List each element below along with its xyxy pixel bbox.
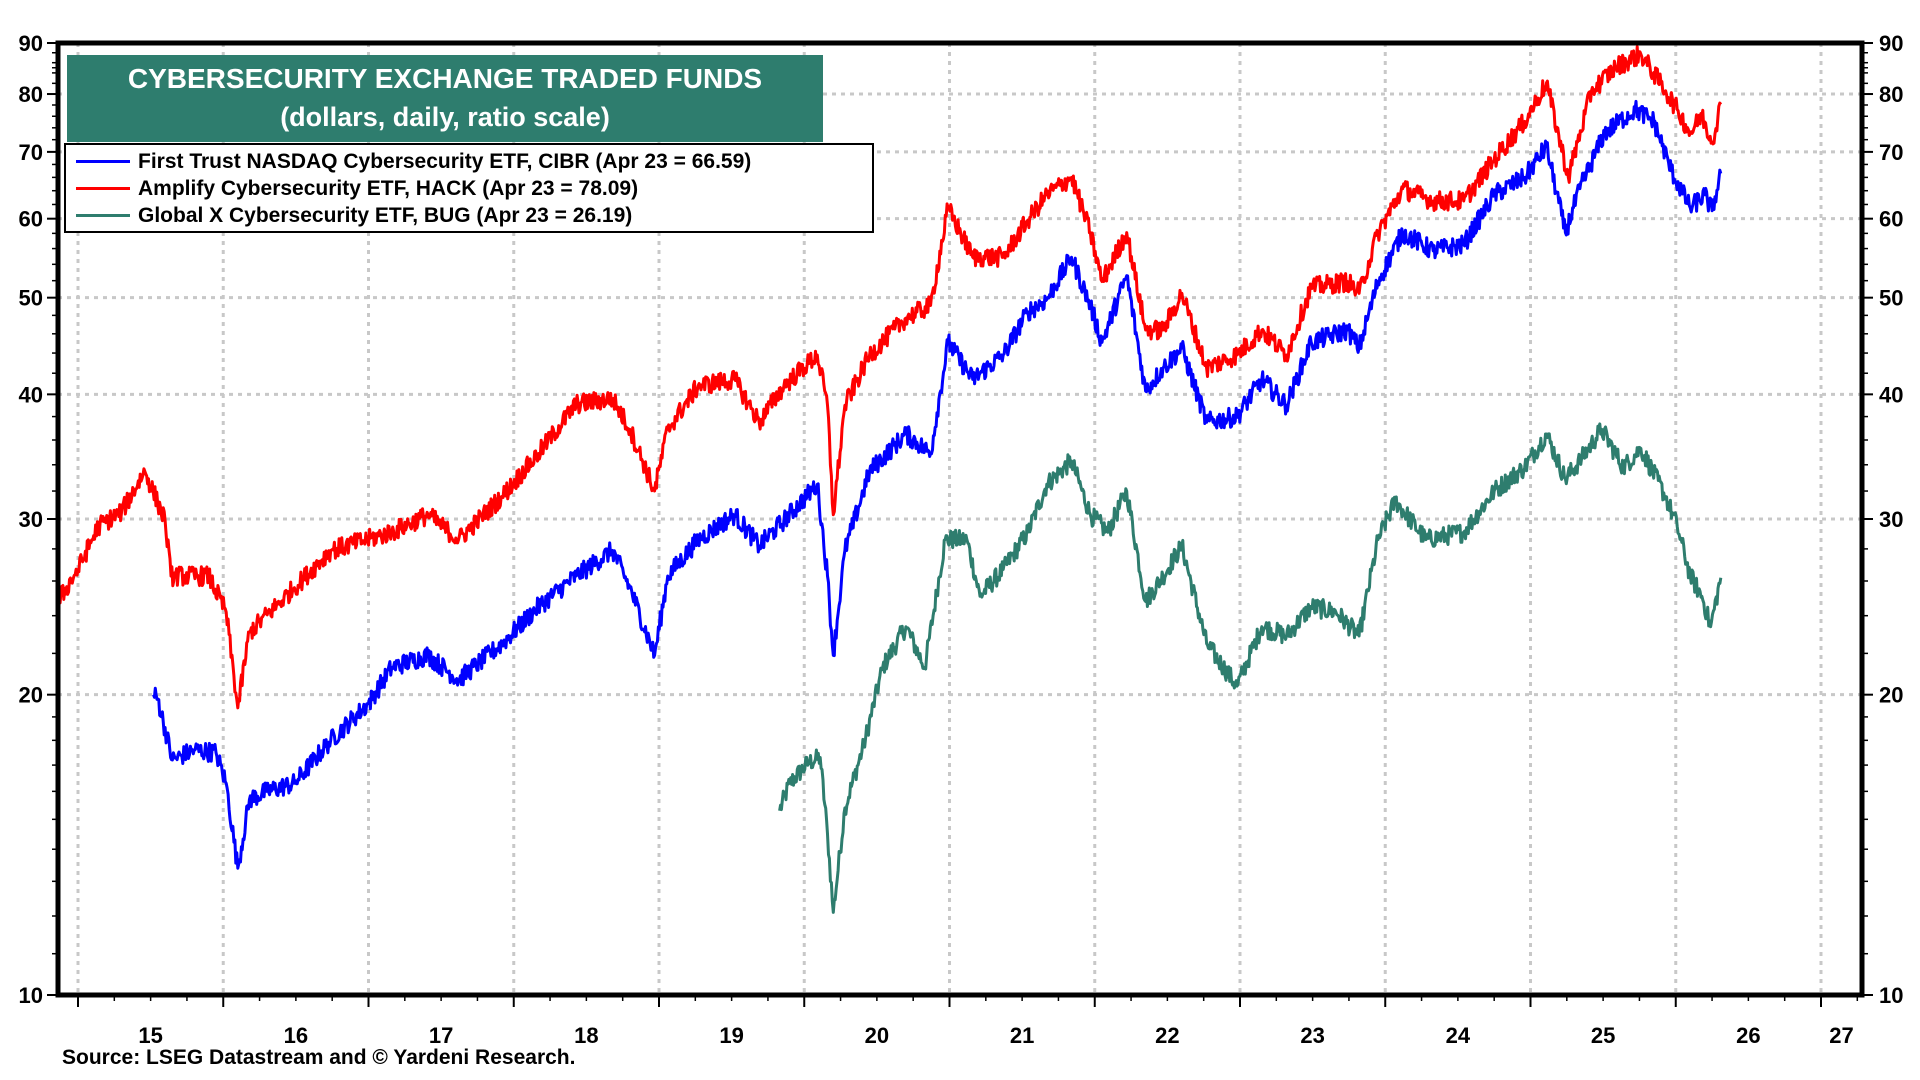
x-tick-label: 18 xyxy=(574,1023,598,1048)
y-tick-label-left: 50 xyxy=(19,286,43,311)
y-tick-label-right: 60 xyxy=(1879,207,1903,232)
chart-title-box: CYBERSECURITY EXCHANGE TRADED FUNDS (dol… xyxy=(67,55,823,142)
x-tick-label: 22 xyxy=(1155,1023,1179,1048)
y-tick-label-right: 20 xyxy=(1879,683,1903,708)
x-tick-label: 24 xyxy=(1446,1023,1471,1048)
x-tick-label: 25 xyxy=(1591,1023,1615,1048)
y-tick-label-right: 90 xyxy=(1879,31,1903,56)
x-tick-label: 21 xyxy=(1010,1023,1034,1048)
y-tick-label-left: 80 xyxy=(19,82,43,107)
y-tick-label-right: 70 xyxy=(1879,140,1903,165)
y-tick-label-left: 30 xyxy=(19,507,43,532)
y-tick-label-left: 90 xyxy=(19,31,43,56)
y-tick-label-right: 80 xyxy=(1879,82,1903,107)
y-tick-label-left: 20 xyxy=(19,683,43,708)
legend-swatch-hack xyxy=(76,187,130,190)
legend-label-cibr: First Trust NASDAQ Cybersecurity ETF, CI… xyxy=(138,149,752,173)
legend: First Trust NASDAQ Cybersecurity ETF, CI… xyxy=(64,143,874,233)
chart-subtitle: (dollars, daily, ratio scale) xyxy=(280,102,610,132)
axes: 10 10 20 20 30 30 40 40 50 50 60 60 70 70 80 80 90 90 15 16… xyxy=(19,31,1904,1048)
y-tick-label-right: 30 xyxy=(1879,507,1903,532)
series-lines xyxy=(57,45,1723,914)
x-tick-label: 20 xyxy=(865,1023,889,1048)
legend-item-hack: Amplify Cybersecurity ETF, HACK (Apr 23 … xyxy=(76,175,872,202)
y-tick-label-left: 10 xyxy=(19,983,43,1008)
legend-item-bug: Global X Cybersecurity ETF, BUG (Apr 23 … xyxy=(76,202,872,229)
x-tick-label: 15 xyxy=(138,1023,162,1048)
chart-title: CYBERSECURITY EXCHANGE TRADED FUNDS xyxy=(127,63,763,94)
x-tick-label: 17 xyxy=(429,1023,453,1048)
legend-label-hack: Amplify Cybersecurity ETF, HACK (Apr 23 … xyxy=(138,176,639,200)
x-tick-label: 27 xyxy=(1829,1023,1853,1048)
y-tick-label-right: 10 xyxy=(1879,983,1903,1008)
y-tick-label-right: 40 xyxy=(1879,382,1903,407)
legend-label-bug: Global X Cybersecurity ETF, BUG (Apr 23 … xyxy=(138,203,633,227)
source-note: Source: LSEG Datastream and © Yardeni Re… xyxy=(62,1046,576,1069)
x-tick-label: 16 xyxy=(284,1023,308,1048)
y-tick-label-left: 60 xyxy=(19,207,43,232)
y-tick-label-left: 70 xyxy=(19,140,43,165)
legend-swatch-bug xyxy=(76,214,130,217)
y-tick-label-right: 50 xyxy=(1879,286,1903,311)
y-tick-label-left: 40 xyxy=(19,382,43,407)
legend-swatch-cibr xyxy=(76,160,130,163)
x-tick-label: 19 xyxy=(719,1023,743,1048)
series-line-bug xyxy=(778,422,1723,914)
x-tick-label: 26 xyxy=(1736,1023,1760,1048)
series-line-cibr xyxy=(152,99,1723,870)
x-tick-label: 23 xyxy=(1300,1023,1324,1048)
series-line-hack xyxy=(57,45,1723,710)
legend-item-cibr: First Trust NASDAQ Cybersecurity ETF, CI… xyxy=(76,148,872,175)
